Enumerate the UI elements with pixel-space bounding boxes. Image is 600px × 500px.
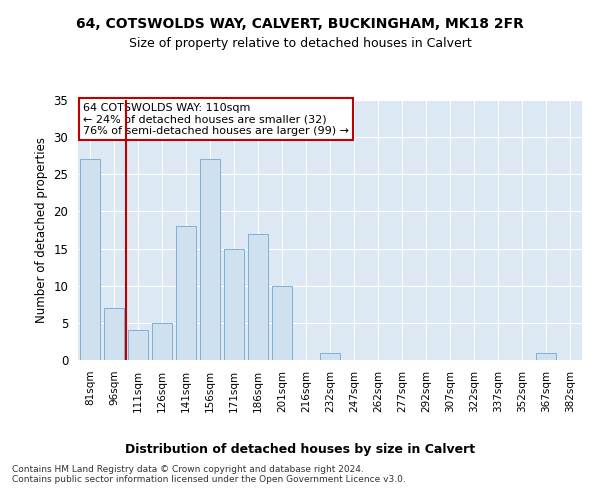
Bar bbox=[152, 323, 172, 360]
Bar bbox=[176, 226, 196, 360]
Text: 64 COTSWOLDS WAY: 110sqm
← 24% of detached houses are smaller (32)
76% of semi-d: 64 COTSWOLDS WAY: 110sqm ← 24% of detach… bbox=[83, 102, 349, 136]
Y-axis label: Number of detached properties: Number of detached properties bbox=[35, 137, 48, 323]
Bar bbox=[80, 160, 100, 360]
Bar bbox=[248, 234, 268, 360]
Text: Size of property relative to detached houses in Calvert: Size of property relative to detached ho… bbox=[128, 38, 472, 51]
Text: Contains HM Land Registry data © Crown copyright and database right 2024.
Contai: Contains HM Land Registry data © Crown c… bbox=[12, 465, 406, 484]
Text: 64, COTSWOLDS WAY, CALVERT, BUCKINGHAM, MK18 2FR: 64, COTSWOLDS WAY, CALVERT, BUCKINGHAM, … bbox=[76, 18, 524, 32]
Bar bbox=[200, 160, 220, 360]
Bar bbox=[536, 352, 556, 360]
Bar bbox=[104, 308, 124, 360]
Bar bbox=[224, 248, 244, 360]
Bar bbox=[272, 286, 292, 360]
Bar bbox=[320, 352, 340, 360]
Bar bbox=[128, 330, 148, 360]
Text: Distribution of detached houses by size in Calvert: Distribution of detached houses by size … bbox=[125, 442, 475, 456]
